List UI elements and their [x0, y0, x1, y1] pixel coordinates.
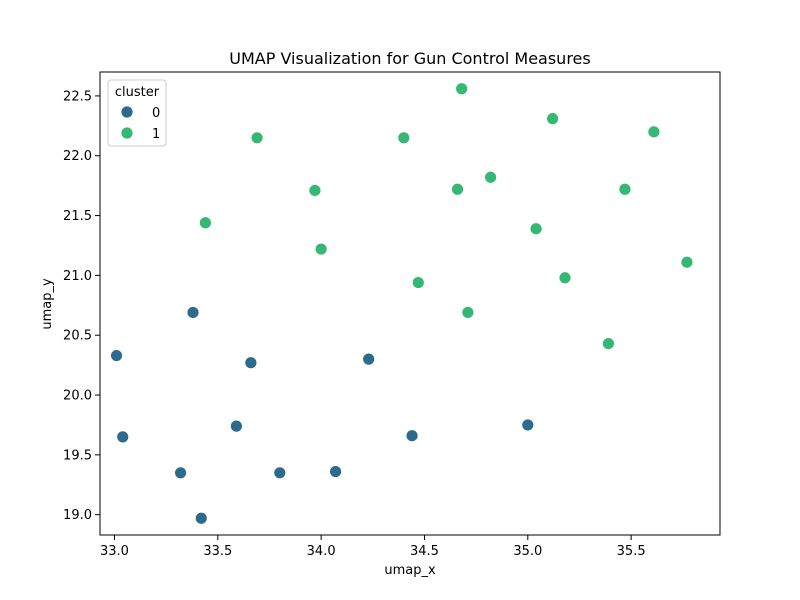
point-cluster-1	[680, 255, 694, 269]
y-tick-label: 22.5	[63, 89, 92, 104]
point-cluster-1	[529, 222, 543, 236]
point-cluster-1	[397, 131, 411, 145]
x-tick-label: 33.5	[203, 544, 232, 559]
x-tick-label: 34.5	[410, 544, 439, 559]
point-cluster-0	[194, 511, 208, 525]
point-cluster-1	[411, 276, 425, 289]
legend-label-1: 1	[152, 127, 160, 142]
y-tick-label: 22.0	[63, 149, 92, 164]
point-cluster-0	[116, 430, 130, 444]
point-cluster-0	[521, 418, 535, 432]
plot-area	[99, 71, 721, 536]
point-cluster-1	[461, 306, 475, 319]
y-tick-label: 21.5	[63, 209, 92, 224]
y-axis-label: umap_y	[40, 278, 55, 330]
legend-marker-1	[120, 126, 134, 140]
y-tick-label: 19.0	[63, 508, 92, 523]
point-cluster-0	[174, 466, 188, 480]
point-cluster-1	[455, 82, 469, 96]
x-tick-label: 34.0	[307, 544, 336, 559]
y-axis: 19.0 19.5 20.0 20.5 21.0 21.5 22.0 22.5	[63, 89, 100, 523]
point-cluster-0	[329, 465, 343, 478]
x-tick-label: 33.0	[100, 544, 129, 559]
point-cluster-1	[451, 182, 464, 196]
point-cluster-1	[308, 184, 322, 197]
point-cluster-1	[198, 216, 212, 230]
point-cluster-0	[362, 352, 376, 366]
chart-title: UMAP Visualization for Gun Control Measu…	[229, 49, 590, 68]
y-tick-label: 20.5	[63, 329, 92, 344]
point-cluster-1	[250, 131, 264, 145]
data-points	[110, 82, 694, 525]
point-cluster-0	[186, 306, 200, 319]
x-axis: 33.0 33.5 34.0 34.5 35.0 35.5	[100, 535, 646, 559]
point-cluster-0	[110, 349, 123, 362]
plot-frame	[99, 71, 721, 536]
legend: cluster 0 1	[107, 79, 167, 147]
point-cluster-1	[618, 182, 632, 196]
point-cluster-1	[558, 271, 572, 285]
legend-label-0: 0	[152, 106, 160, 121]
point-cluster-1	[314, 242, 328, 256]
y-tick-label: 20.0	[63, 389, 92, 404]
point-cluster-0	[244, 356, 258, 370]
point-cluster-1	[484, 170, 498, 184]
point-cluster-0	[273, 466, 287, 480]
point-cluster-1	[647, 125, 661, 139]
legend-title: cluster	[115, 85, 160, 100]
point-cluster-1	[546, 112, 559, 126]
x-tick-label: 35.5	[617, 544, 646, 559]
x-tick-label: 35.0	[513, 544, 542, 559]
y-tick-label: 19.5	[63, 448, 92, 463]
point-cluster-0	[229, 419, 243, 433]
x-axis-label: umap_x	[384, 563, 436, 578]
point-cluster-0	[405, 429, 419, 443]
y-tick-label: 21.0	[63, 269, 92, 284]
point-cluster-1	[602, 337, 615, 350]
legend-marker-0	[120, 105, 134, 119]
